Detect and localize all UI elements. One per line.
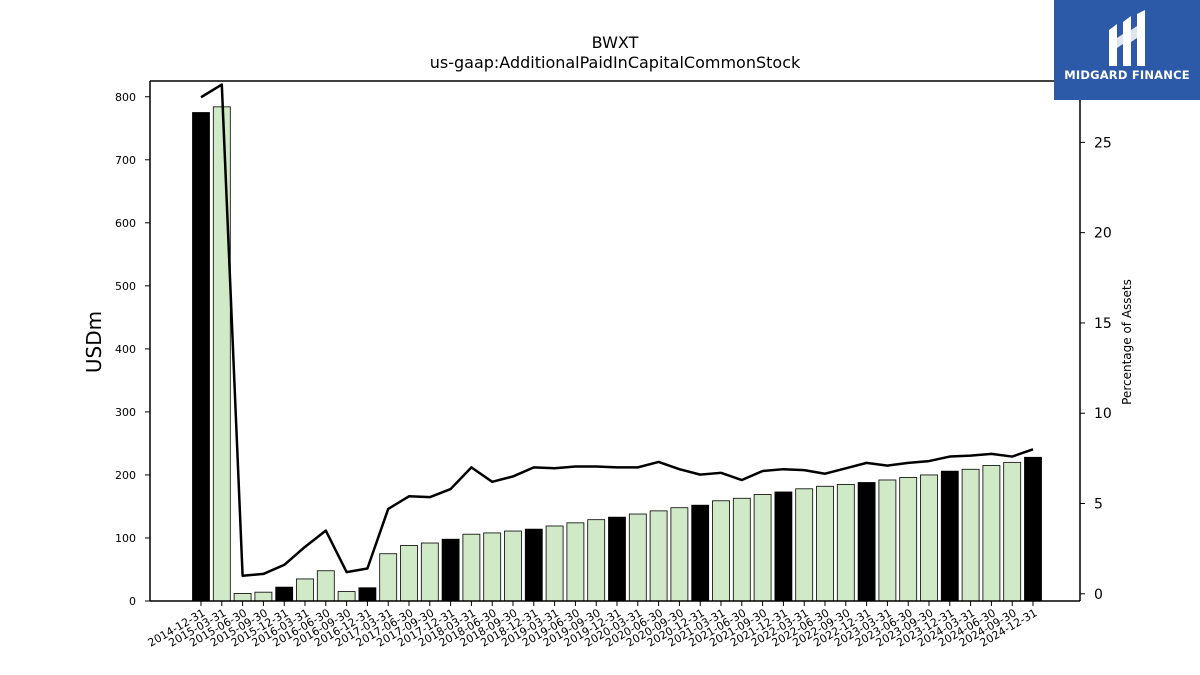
bar-2021-03-31: [712, 500, 730, 602]
bar-2023-03-31: [878, 479, 897, 602]
bar-2023-12-31: [940, 470, 959, 602]
y-tick-label: 800: [115, 91, 136, 104]
y2-tick-label: 10: [1094, 406, 1112, 422]
line-group: [200, 83, 1034, 577]
y2-tick-label: 0: [1094, 587, 1103, 603]
bar-2022-06-30: [816, 485, 834, 602]
bar-2020-12-31: [691, 504, 710, 602]
ticks-group: 010020030040050060070080005101520252014-…: [115, 91, 1112, 650]
y2-tick-label: 5: [1094, 497, 1103, 513]
y-axis-label: USDm: [82, 311, 106, 373]
bar-2015-03-31: [212, 106, 231, 602]
bar-2024-03-31: [961, 468, 980, 602]
bar-2021-06-30: [732, 497, 751, 602]
bar-2022-09-30: [836, 483, 855, 602]
bar-2019-06-30: [566, 522, 585, 602]
bar-2017-03-31: [379, 553, 398, 602]
y-tick-label: 200: [115, 469, 136, 482]
bar-2020-06-30: [649, 510, 668, 602]
bar-2018-03-31: [462, 533, 481, 602]
bars-group: [192, 106, 1042, 602]
bar-2019-03-31: [545, 525, 564, 602]
brand-logo: MIDGARD FINANCE: [1054, 0, 1200, 100]
bar-2021-12-31: [774, 491, 793, 602]
bar-2023-09-30: [920, 474, 938, 602]
bar-2018-06-30: [483, 532, 502, 602]
midgard-logo-icon: [1109, 10, 1145, 66]
bar-2015-09-30: [254, 591, 273, 602]
bar-2017-12-31: [441, 538, 460, 602]
bar-2023-06-30: [899, 477, 918, 602]
y2-tick-label: 20: [1094, 226, 1112, 242]
y2-tick-label: 25: [1094, 135, 1112, 151]
y-tick-label: 300: [115, 406, 136, 419]
y2-axis-label: Percentage of Assets: [1120, 279, 1134, 405]
percentage-line: [200, 83, 1034, 577]
chart-title: BWXT: [592, 33, 639, 52]
y-tick-label: 100: [115, 532, 136, 545]
bar-2020-09-30: [670, 507, 689, 602]
bar-2024-06-30: [982, 465, 1001, 602]
bar-2016-03-31: [296, 578, 314, 602]
bar-2022-03-31: [795, 488, 814, 602]
bar-2018-09-30: [504, 530, 522, 602]
bar-2014-12-31: [192, 112, 210, 602]
bar-2016-06-30: [316, 570, 335, 602]
bar-2015-12-31: [275, 586, 294, 602]
bar-2024-09-30: [1003, 461, 1022, 602]
bar-2024-12-31: [1024, 456, 1042, 602]
bar-2022-12-31: [857, 482, 876, 602]
chart-subtitle: us-gaap:AdditionalPaidInCapitalCommonSto…: [430, 53, 801, 72]
bar-2021-09-30: [753, 494, 772, 602]
bar-2017-06-30: [400, 545, 418, 602]
y2-tick-label: 15: [1094, 316, 1112, 332]
bar-2018-12-31: [524, 528, 543, 602]
y-tick-label: 400: [115, 343, 136, 356]
bar-2016-09-30: [337, 591, 356, 602]
bar-2019-12-31: [608, 516, 626, 602]
y-tick-label: 600: [115, 217, 136, 230]
bar-2020-03-31: [628, 513, 647, 602]
bar-2015-06-30: [233, 593, 252, 602]
brand-name: MIDGARD FINANCE: [1064, 68, 1190, 82]
y-tick-label: 0: [129, 595, 136, 608]
y-tick-label: 500: [115, 280, 136, 293]
bar-2017-09-30: [420, 542, 439, 602]
bar-2016-12-31: [358, 587, 377, 602]
bar-2019-09-30: [587, 519, 606, 602]
y-tick-label: 700: [115, 154, 136, 167]
